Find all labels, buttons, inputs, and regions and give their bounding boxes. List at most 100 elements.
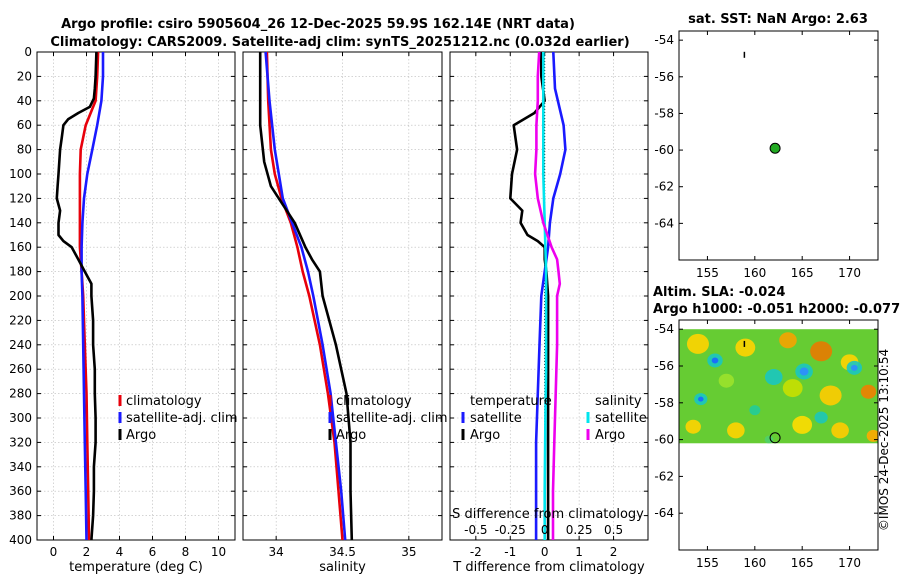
legend-label: Argo	[470, 428, 500, 443]
top-tick-label: 0.5	[604, 523, 623, 537]
heatmap-cell	[779, 332, 797, 349]
heatmap-cell	[685, 419, 701, 434]
y-tick-label: 80	[17, 143, 32, 157]
y-tick-label: 100	[9, 167, 32, 181]
series-line-climatology	[265, 51, 344, 541]
x-tick-label: 170	[838, 556, 861, 570]
argo-position-marker	[769, 142, 781, 154]
x-tick-label: 1	[575, 545, 583, 559]
sst-map-title: sat. SST: NaN Argo: 2.63	[688, 12, 868, 27]
x-tick-label: 34	[269, 545, 284, 559]
x-tick-label: 155	[696, 266, 719, 280]
y-tick-label: 300	[9, 411, 32, 425]
y-tick-label: 320	[9, 435, 32, 449]
y-tick-label: -56	[654, 359, 674, 373]
legend-title-salinity: salinity	[595, 394, 642, 409]
sla-map-title-line2: Argo h1000: -0.051 h2000: -0.077	[653, 302, 900, 317]
y-tick-label: 40	[17, 94, 32, 108]
map-panel-sst-map: 155 160 165 170 -54 -56 -58 -60 -62 -64 sat. SST: …	[654, 12, 879, 280]
x-tick-label: 8	[182, 545, 190, 559]
top-tick-label: 0	[541, 523, 549, 537]
profile-panel-temperature: 0 2 4 6 8 10 temperature (deg C) 0 20 40 60 80 100 12…	[9, 45, 238, 575]
y-tick-label: -62	[654, 180, 674, 194]
y-tick-label: 260	[9, 362, 32, 376]
y-tick-label: 160	[9, 240, 32, 254]
series-line-t-argo	[508, 52, 550, 540]
y-tick-label: -54	[654, 33, 674, 47]
heatmap-cell	[831, 422, 849, 439]
x-axis-label: temperature (deg C)	[69, 560, 203, 575]
heatmap-cell	[814, 411, 828, 424]
argo-position-marker	[769, 432, 781, 444]
legend-label: Argo	[595, 428, 625, 443]
x-axis-label: T difference from climatology	[452, 560, 645, 575]
top-tick-label: 0.25	[566, 523, 593, 537]
y-tick-label: 0	[24, 45, 32, 59]
y-tick-label: 280	[9, 387, 32, 401]
y-tick-label: 120	[9, 191, 32, 205]
heatmap-cell	[782, 379, 803, 398]
legend-label: satellite	[470, 411, 522, 426]
x-tick-label: 170	[838, 266, 861, 280]
y-tick-label: -64	[654, 216, 674, 230]
y-tick-label: -56	[654, 70, 674, 84]
legend-label: satellite-adj. clim	[336, 411, 448, 426]
legend-label: Argo	[336, 428, 366, 443]
top-axis-label: S difference from climatology	[452, 507, 644, 522]
x-tick-label: -2	[470, 545, 482, 559]
y-tick-label: -62	[654, 469, 674, 483]
series-line-argo	[55, 51, 98, 541]
heatmap-cell	[764, 369, 783, 386]
y-tick-label: -54	[654, 322, 674, 336]
series-line-s-argo	[533, 51, 562, 540]
series-line-t-satellite	[534, 51, 567, 540]
y-tick-label: 380	[9, 509, 32, 523]
imos-timestamp: ©IMOS 24-Dec-2025 13:10:54	[877, 349, 891, 531]
x-tick-label: 6	[149, 545, 157, 559]
series-line-climatology	[78, 51, 100, 541]
x-tick-label: 155	[696, 556, 719, 570]
y-tick-label: 220	[9, 313, 32, 327]
x-tick-label: 165	[791, 266, 814, 280]
y-tick-label: 140	[9, 216, 32, 230]
heatmap-cell	[686, 333, 709, 354]
heatmap-background	[679, 329, 878, 444]
y-tick-label: -60	[654, 433, 674, 447]
y-tick-label: -60	[654, 143, 674, 157]
x-axis-label: salinity	[319, 560, 366, 575]
heatmap-cell	[749, 405, 761, 416]
y-tick-label: 240	[9, 338, 32, 352]
x-tick-label: 4	[116, 545, 124, 559]
x-tick-label: 2	[83, 545, 91, 559]
map-panel-sla-map: 155 160 165 170 -54 -56 -58 -60 -62 -64 Altim. SLA…	[653, 285, 900, 570]
x-tick-label: 2	[610, 545, 618, 559]
y-tick-label: -58	[654, 396, 674, 410]
heatmap-cell	[792, 415, 813, 434]
heatmap-cell	[819, 385, 842, 406]
profile-panel-differences: -2 -1 0 1 2T difference from climatology temp…	[449, 51, 649, 575]
y-tick-label: 20	[17, 69, 32, 83]
map-frame	[678, 319, 879, 551]
x-tick-label: 0	[541, 545, 549, 559]
x-tick-label: 10	[211, 545, 226, 559]
y-tick-label: 340	[9, 460, 32, 474]
x-tick-label: 160	[743, 266, 766, 280]
profile-panel-salinity: 34 34.5 35 salinity climatology satellite-adj…	[242, 51, 448, 575]
heatmap-cell	[799, 367, 809, 376]
sla-map-title-line1: Altim. SLA: -0.024	[653, 285, 785, 300]
y-tick-label: 180	[9, 265, 32, 279]
x-tick-label: 0	[50, 545, 58, 559]
heatmap-cell	[711, 357, 719, 364]
x-tick-label: -1	[504, 545, 516, 559]
top-tick-label: -0.25	[495, 523, 526, 537]
series-line-s-satellite	[541, 52, 548, 540]
series-line-satellite-adj-clim	[80, 52, 105, 541]
heatmap-cell	[866, 429, 878, 442]
y-tick-label: 360	[9, 484, 32, 498]
legend-label: climatology	[336, 394, 412, 409]
heatmap-blobs	[685, 332, 878, 444]
legend-title-temperature: temperature	[470, 394, 552, 409]
heatmap-cell	[735, 338, 756, 357]
figure-title-line1: Argo profile: csiro 5905604_26 12-Dec-20…	[61, 17, 575, 32]
y-tick-label: 200	[9, 289, 32, 303]
